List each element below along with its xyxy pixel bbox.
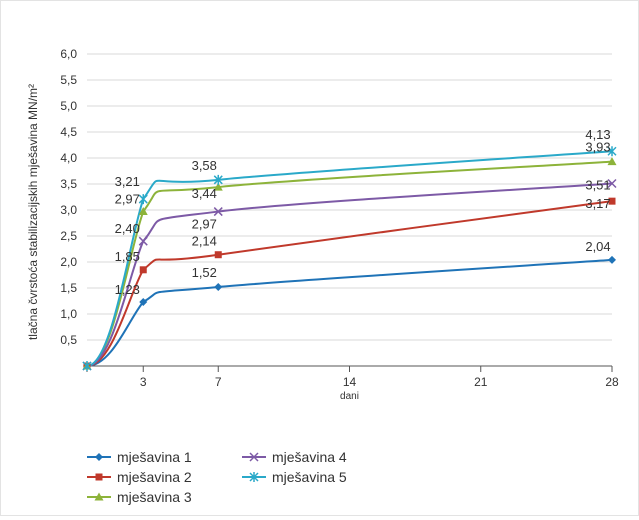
point-marker: [608, 255, 616, 264]
y-tick-label: 3,0: [60, 203, 77, 217]
point-marker: [95, 453, 103, 461]
series-line: [86, 160, 613, 367]
data-label: 3,21: [115, 174, 140, 189]
series-line: [86, 150, 613, 367]
y-tick-label: 2,5: [60, 229, 77, 243]
y-tick-label: 5,5: [60, 73, 77, 87]
point-marker: [213, 174, 223, 185]
series-line: [86, 182, 613, 367]
x-tick-label: 3: [140, 375, 147, 389]
data-label: 1,23: [115, 282, 140, 297]
point-marker: [607, 146, 617, 157]
y-tick-label: 4,0: [60, 151, 77, 165]
point-marker: [94, 492, 104, 501]
y-tick-label: 0,5: [60, 333, 77, 347]
data-label: 2,14: [192, 234, 217, 249]
data-label: 3,17: [585, 196, 610, 211]
x-axis-label: dani: [340, 391, 359, 402]
point-marker: [249, 452, 259, 462]
y-tick-label: 4,5: [60, 125, 77, 139]
y-tick-label: 5,0: [60, 99, 77, 113]
point-marker: [607, 178, 617, 189]
tick-labels: 0,5 1,0 1,5 2,0 2,5 3,0 3,5 4,0 4,5 5,0 5,5 6,0 3 7 14…: [60, 47, 619, 389]
legend-entry: mješavina 5: [272, 469, 347, 485]
point-marker: [139, 266, 147, 274]
data-label: 1,85: [115, 249, 140, 264]
y-tick-label: 1,0: [60, 307, 77, 321]
axes: [86, 365, 613, 372]
data-label: 2,40: [115, 221, 140, 236]
x-tick-label: 28: [605, 375, 619, 389]
y-axis-label: tlačna čvrstoća stabilizacijskih mješavi…: [26, 84, 40, 340]
point-marker: [607, 157, 617, 166]
y-tick-label: 3,5: [60, 177, 77, 191]
data-label: 3,58: [192, 158, 217, 173]
y-tick-label: 6,0: [60, 47, 77, 61]
data-label: 2,97: [192, 217, 217, 232]
point-marker: [138, 236, 148, 246]
point-marker: [139, 298, 148, 307]
series-markers: [82, 146, 617, 371]
data-label: 4,13: [585, 127, 610, 142]
legend-entry: mješavina 1: [117, 449, 192, 465]
data-labels: 1,23 1,52 2,04 1,85 2,14 3,17 2,97 3,44 3,93 2,40…: [115, 127, 611, 297]
point-marker: [249, 472, 259, 482]
point-marker: [95, 473, 103, 481]
data-label: 3,44: [192, 186, 217, 201]
legend: mješavina 1 mješavina 2 mješavina 3 mješavi…: [87, 449, 347, 505]
point-marker: [214, 251, 222, 259]
point-marker: [608, 197, 616, 205]
data-label: 2,04: [585, 239, 610, 254]
data-label: 1,52: [192, 265, 217, 280]
data-label: 3,93: [585, 140, 610, 155]
legend-entry: mješavina 4: [272, 449, 347, 465]
data-label: 2,97: [115, 192, 140, 207]
point-marker: [214, 282, 223, 291]
legend-entry: mješavina 3: [117, 489, 192, 505]
point-marker: [138, 207, 148, 216]
x-tick-label: 21: [474, 375, 488, 389]
x-tick-label: 14: [343, 375, 357, 389]
point-marker: [82, 361, 92, 371]
legend-entry: mješavina 2: [117, 469, 192, 485]
series-line: [86, 200, 613, 367]
x-tick-label: 7: [215, 375, 222, 389]
gridlines: [87, 53, 612, 341]
y-tick-label: 1,5: [60, 281, 77, 295]
series-lines: [86, 150, 613, 367]
point-marker: [213, 182, 223, 191]
y-tick-label: 2,0: [60, 255, 77, 269]
point-marker: [213, 207, 223, 217]
point-marker: [138, 194, 148, 205]
series-line: [86, 258, 613, 367]
data-label: 3,51: [585, 177, 610, 192]
